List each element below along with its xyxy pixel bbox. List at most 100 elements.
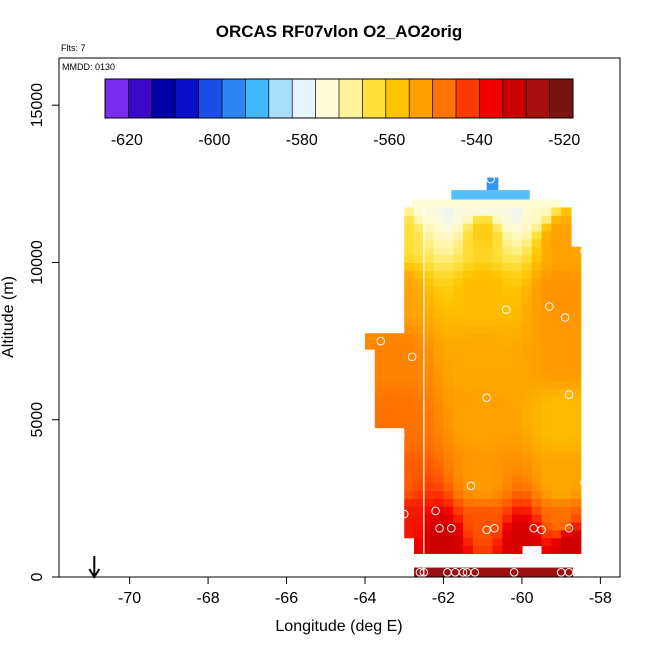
heatmap-cell xyxy=(570,262,582,271)
heatmap-cell xyxy=(531,435,543,444)
heatmap-cell xyxy=(541,356,552,366)
heatmap-cell xyxy=(463,348,474,358)
heatmap-cell xyxy=(492,529,503,539)
heatmap-cell xyxy=(463,270,474,279)
heatmap-cell xyxy=(502,348,513,358)
heatmap-cell xyxy=(472,443,484,452)
heatmap-cell xyxy=(433,207,445,216)
heatmap-cell xyxy=(463,278,474,287)
heatmap-cell xyxy=(561,223,572,232)
heatmap-cell xyxy=(561,341,572,350)
heatmap-cell xyxy=(512,293,523,303)
heatmap-cell xyxy=(463,364,474,374)
heatmap-cell xyxy=(433,333,445,342)
heatmap-cell xyxy=(561,537,572,547)
heatmap-cell xyxy=(551,427,562,437)
heatmap-cell xyxy=(453,443,464,452)
heatmap-cell xyxy=(512,443,523,452)
heatmap-cell xyxy=(443,301,454,311)
heatmap-cell xyxy=(570,364,582,374)
heatmap-cell xyxy=(570,514,582,523)
heatmap-cell xyxy=(541,223,552,232)
heatmap-cell xyxy=(561,380,572,389)
heatmap-cell xyxy=(570,451,582,460)
heatmap-cell xyxy=(561,490,572,499)
heatmap-cell xyxy=(423,459,435,468)
heatmap-cell xyxy=(512,427,523,437)
heatmap-cell xyxy=(423,443,435,452)
heatmap-cell xyxy=(531,466,543,476)
heatmap-cell xyxy=(541,506,552,515)
heatmap-cell xyxy=(512,545,523,555)
heatmap-cell xyxy=(502,411,513,421)
sample-point xyxy=(529,523,538,533)
heatmap-cell xyxy=(521,521,533,531)
heatmap-cell xyxy=(404,348,415,358)
heatmap-cell xyxy=(551,459,562,468)
heatmap-cell xyxy=(492,333,503,342)
heatmap-cell xyxy=(512,231,523,240)
heatmap-cell xyxy=(404,207,415,216)
heatmap-cell xyxy=(384,411,396,421)
colorbar-segment xyxy=(292,79,317,118)
heatmap-cell xyxy=(541,545,552,555)
heatmap-cell xyxy=(521,380,533,389)
heatmap-cell xyxy=(521,301,533,311)
heatmap-cell xyxy=(492,537,503,547)
heatmap-cell xyxy=(423,435,435,444)
heatmap-cell xyxy=(423,238,435,248)
heatmap-cell xyxy=(521,364,533,374)
heatmap-cell xyxy=(512,278,523,287)
heatmap-cell xyxy=(521,246,533,256)
heatmap-cell xyxy=(423,490,435,499)
heatmap-cell xyxy=(472,215,484,224)
heatmap-cell xyxy=(433,278,445,287)
heatmap-cell xyxy=(453,278,464,287)
heatmap-cell xyxy=(472,223,484,232)
heatmap-cell xyxy=(492,459,503,468)
sample-point xyxy=(482,525,491,535)
heatmap-cell xyxy=(433,419,445,429)
heatmap-cell xyxy=(433,521,445,531)
heatmap-cell xyxy=(521,427,533,437)
heatmap-cell xyxy=(521,388,533,397)
heatmap-cell xyxy=(561,364,572,374)
heatmap-cell xyxy=(502,231,513,240)
heatmap-cell xyxy=(433,246,445,256)
heatmap-cell xyxy=(541,231,552,240)
heatmap-cell xyxy=(404,474,415,484)
heatmap-cell xyxy=(531,309,543,319)
heatmap-cell xyxy=(423,545,435,555)
heatmap-cell xyxy=(433,231,445,240)
heatmap-cell xyxy=(433,506,445,515)
heatmap-cell xyxy=(472,514,484,523)
heatmap-cell xyxy=(521,293,533,303)
heatmap-cell xyxy=(561,451,572,460)
heatmap-cell xyxy=(463,466,474,476)
colorbar-tick-label: -600 xyxy=(198,132,230,149)
heatmap-cell xyxy=(541,286,552,295)
heatmap-cell xyxy=(453,419,464,429)
heatmap-cell xyxy=(423,482,435,492)
y-tick-label: 0 xyxy=(29,572,46,581)
heatmap-cell xyxy=(521,435,533,444)
heatmap-cell xyxy=(433,545,445,555)
heatmap-cell xyxy=(541,215,552,224)
heatmap-cell xyxy=(414,270,425,279)
heatmap-cell xyxy=(482,246,494,256)
heatmap-cell xyxy=(443,404,454,413)
heatmap-cell xyxy=(443,207,454,216)
heatmap-cell xyxy=(414,238,425,248)
heatmap-cell xyxy=(443,356,454,366)
heatmap-cell xyxy=(433,270,445,279)
heatmap-cell xyxy=(502,466,513,476)
heatmap-cell xyxy=(472,396,484,405)
heatmap-cell xyxy=(472,262,484,271)
heatmap-cell xyxy=(414,309,425,319)
heatmap-cell xyxy=(521,325,533,334)
heatmap-cell xyxy=(482,419,494,429)
heatmap-cell xyxy=(394,388,405,397)
heatmap-cell xyxy=(541,443,552,452)
heatmap-cell xyxy=(541,317,552,326)
heatmap-cell xyxy=(492,254,503,264)
